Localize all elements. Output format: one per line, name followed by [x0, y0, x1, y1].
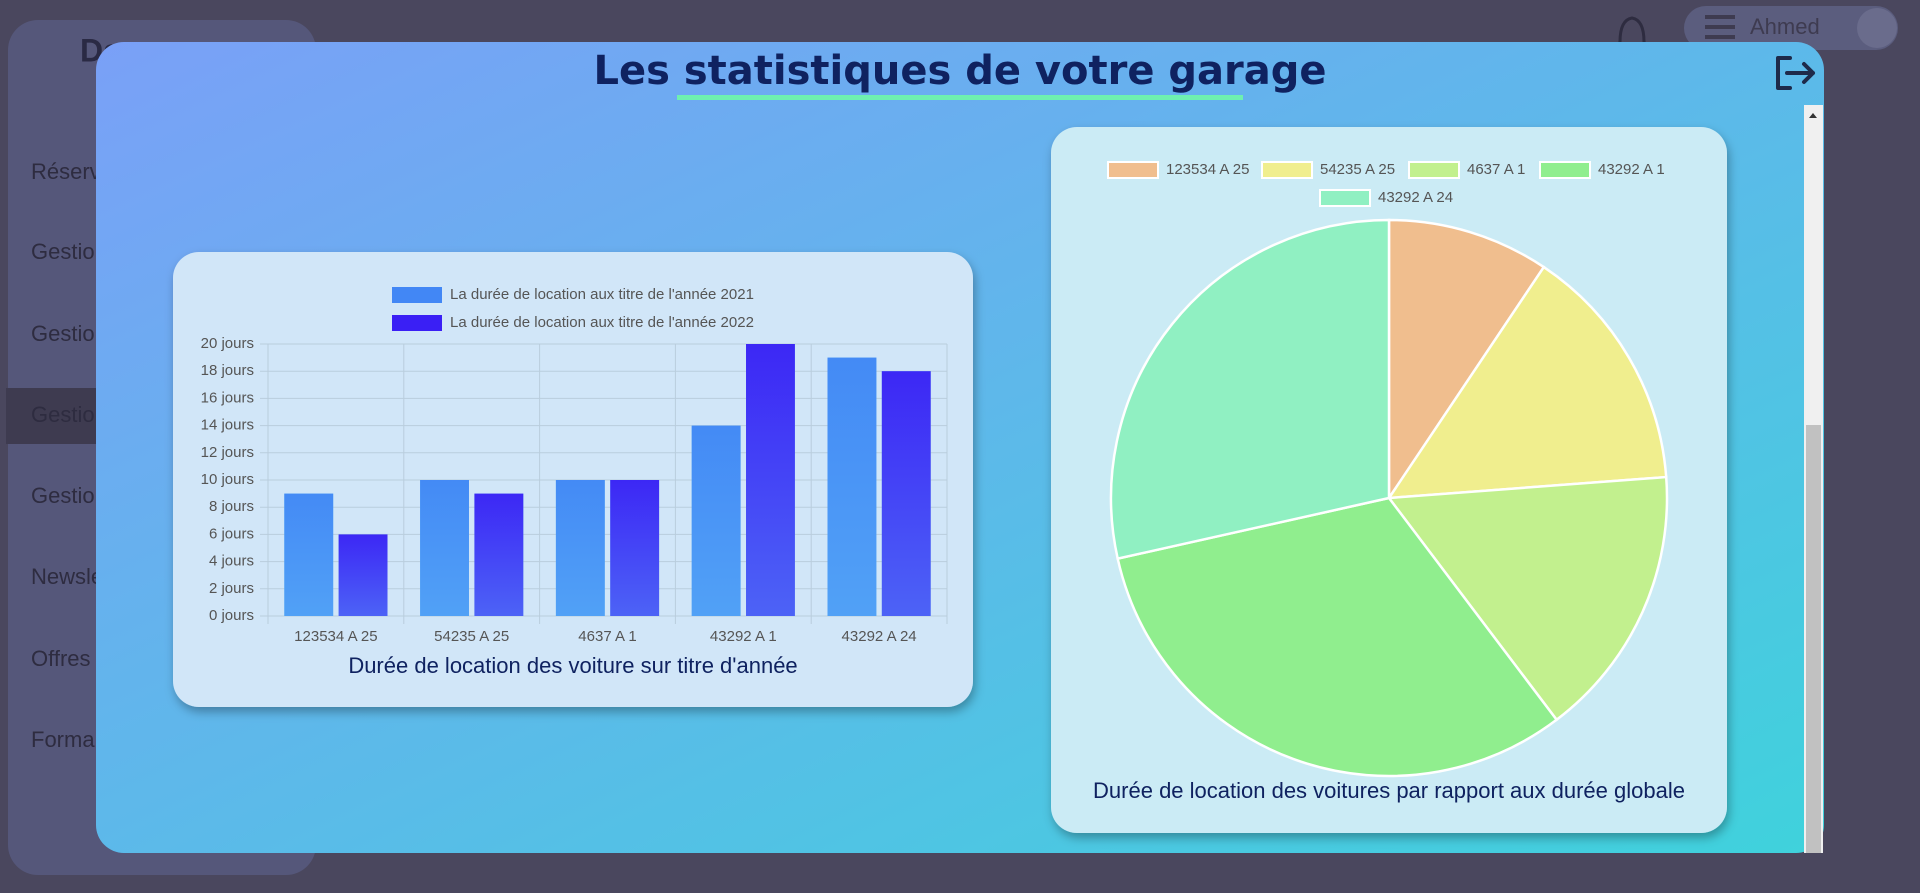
chart-title: Durée de location des voiture sur titre …	[348, 653, 797, 678]
bar-shade	[555, 480, 605, 616]
sidebar-item[interactable]: Gestio	[31, 321, 95, 346]
pie-slice	[1386, 265, 1668, 500]
legend-label: La durée de location aux titre de l'anné…	[450, 314, 754, 331]
sidebar-item[interactable]: Gestio	[31, 483, 95, 508]
menu-icon[interactable]	[1705, 15, 1735, 39]
chart-title: Durée de location des voitures par rappo…	[1093, 778, 1685, 803]
y-tick-label: 8 jours	[209, 498, 254, 515]
close-arrow[interactable]	[1785, 62, 1815, 84]
legend-label: 123534 A 25	[1166, 161, 1249, 178]
legend-label: 43292 A 1	[1598, 161, 1665, 178]
legend-label: 43292 A 24	[1378, 189, 1453, 206]
y-tick-label: 14 jours	[201, 417, 254, 434]
y-tick-label: 4 jours	[209, 553, 254, 570]
bar-shade	[746, 344, 795, 616]
title-underline	[677, 95, 1243, 100]
legend-swatch	[1408, 161, 1460, 179]
legend-label: La durée de location aux titre de l'anné…	[450, 286, 754, 303]
user-name: Ahmed	[1750, 14, 1820, 39]
pie-slice	[1116, 496, 1559, 778]
legend-swatch	[392, 287, 442, 303]
y-tick-label: 10 jours	[201, 471, 254, 488]
legend-swatch	[1539, 161, 1591, 179]
y-tick-label: 12 jours	[201, 444, 254, 461]
pie-slice	[1387, 218, 1546, 503]
x-tick-label: 43292 A 1	[710, 628, 777, 645]
scroll-up[interactable]	[1809, 113, 1817, 118]
legend-label: 4637 A 1	[1467, 161, 1525, 178]
avatar	[1857, 8, 1897, 48]
modal-title: Les statistiques de votre garage	[594, 48, 1327, 94]
legend-swatch	[1261, 161, 1313, 179]
legend-label: 54235 A 25	[1320, 161, 1395, 178]
y-tick-label: 20 jours	[201, 335, 254, 352]
sidebar-item[interactable]: Gestio	[31, 402, 95, 427]
x-tick-label: 43292 A 24	[842, 628, 917, 645]
y-tick-label: 16 jours	[201, 389, 254, 406]
y-tick-label: 6 jours	[209, 525, 254, 542]
pie-slice	[1109, 218, 1391, 561]
scroll-thumb[interactable]	[1806, 425, 1821, 853]
close-icon[interactable]	[1776, 56, 1815, 90]
user-pill[interactable]	[1684, 6, 1898, 50]
legend-swatch	[392, 315, 442, 331]
pie-slice	[1386, 475, 1669, 722]
close-door[interactable]	[1776, 56, 1792, 90]
x-tick-label: 123534 A 25	[294, 628, 377, 645]
bar-shade	[610, 480, 660, 616]
bar-shade	[691, 425, 741, 616]
y-tick-label: 0 jours	[209, 607, 254, 624]
sidebar-item[interactable]: Forma	[31, 727, 95, 752]
x-tick-label: 4637 A 1	[578, 628, 636, 645]
sidebar-item[interactable]: Newsle	[31, 564, 103, 589]
legend-swatch	[1107, 161, 1159, 179]
x-tick-label: 54235 A 25	[434, 628, 509, 645]
bar-shade	[284, 493, 334, 616]
legend-swatch	[1319, 189, 1371, 207]
bar-shade	[338, 534, 388, 616]
y-tick-label: 18 jours	[201, 362, 254, 379]
y-tick-label: 2 jours	[209, 580, 254, 597]
sidebar-item[interactable]: Réserv	[31, 159, 101, 184]
bar-shade	[474, 493, 524, 616]
bar-shade	[420, 480, 469, 616]
sidebar-item[interactable]: Offres	[31, 646, 91, 671]
bar-shade	[827, 357, 877, 616]
bar-shade	[881, 371, 931, 616]
sidebar-item[interactable]: Gestio	[31, 239, 95, 264]
